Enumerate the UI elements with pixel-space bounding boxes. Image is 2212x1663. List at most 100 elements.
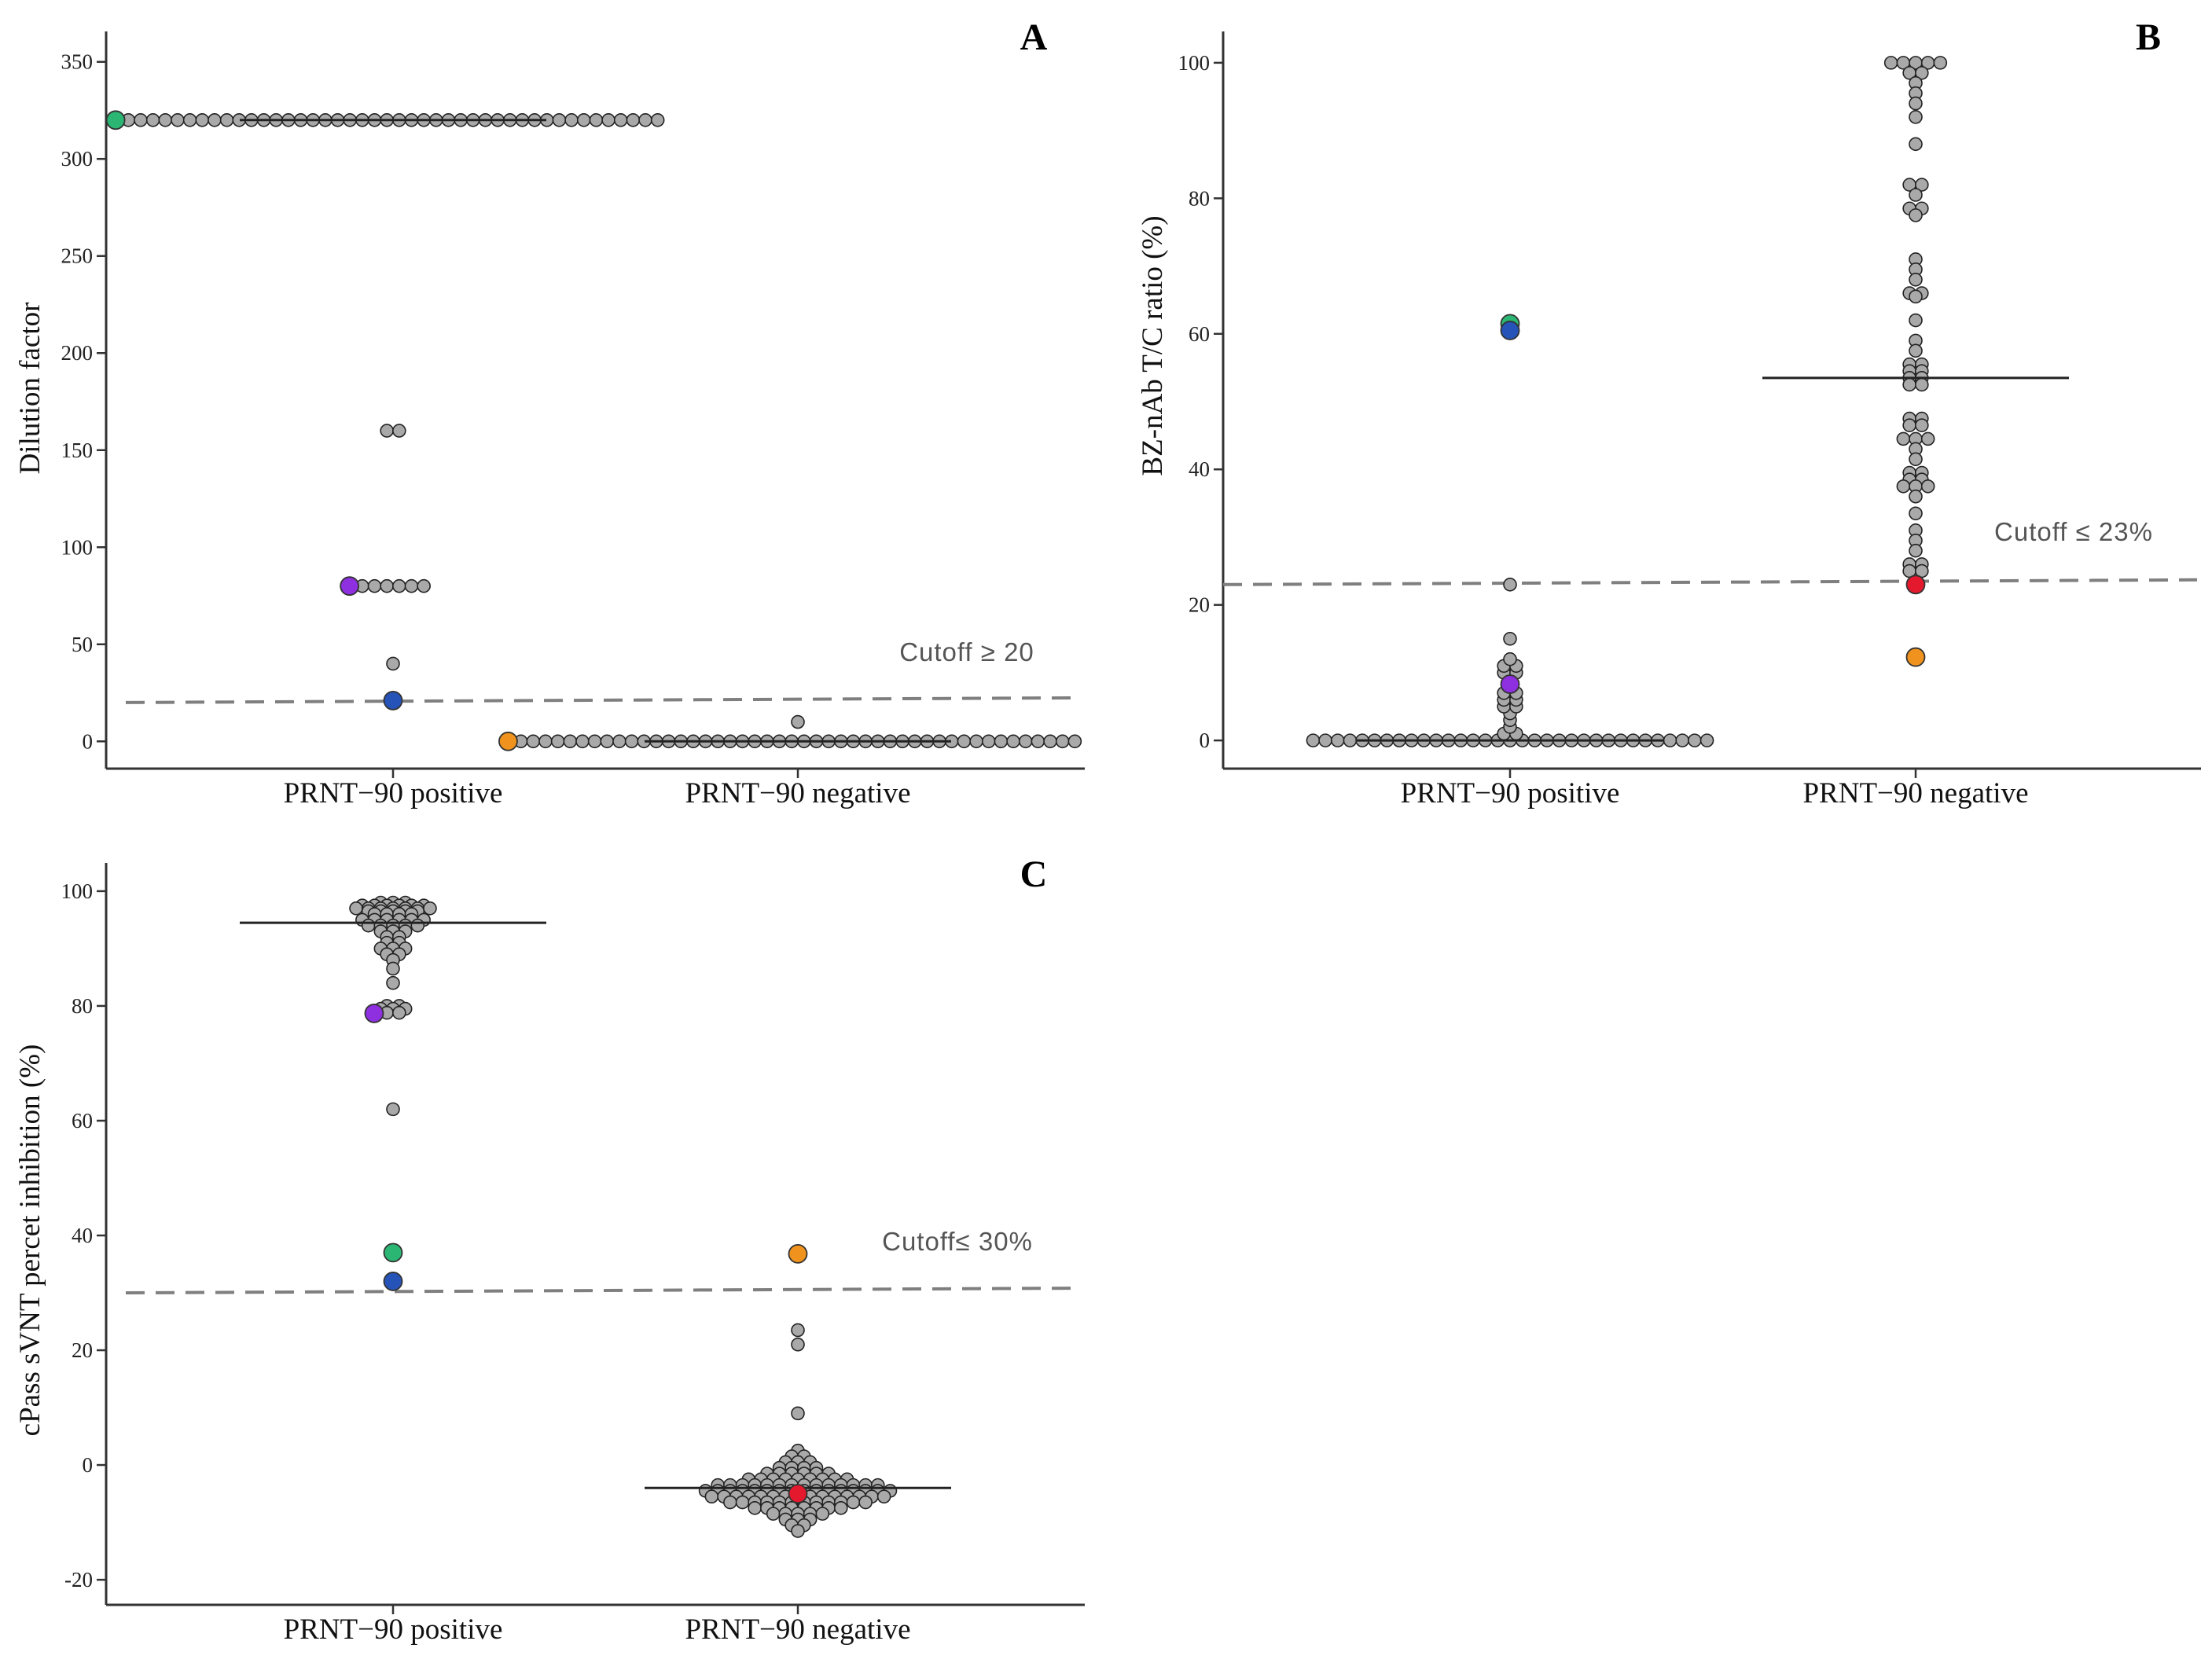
panel-b-point [1318,733,1332,747]
panel-c-point [791,1406,805,1421]
panel-a-point [563,734,578,749]
panel-a-point [552,113,567,127]
panel-c-point [386,961,400,976]
panel-b-point [1909,313,1923,328]
panel-a-point [791,714,805,729]
panel-a-point [1067,734,1082,749]
panel-c-point [748,1501,762,1515]
panel-c-y-tick-label: 0 [83,1453,94,1477]
panel-a-y-tick-label: 350 [61,50,94,74]
panel-c-point [386,1102,400,1117]
panel-b-point [1896,431,1911,446]
panel-b-point [1699,733,1714,747]
panel-b-point [1920,431,1935,446]
panel-b-highlight-point [1905,575,1926,595]
panel-a-point [1031,734,1045,749]
panel-a-point [587,734,602,749]
panel-a-point [219,113,234,127]
panel-a-y-tick-label: 300 [61,147,94,171]
panel-a-point [417,578,431,593]
panel-a: A Dilution factor PRNT−90 positive PRNT−… [14,17,1085,809]
panel-b-point [1675,733,1690,747]
panel-c-category-label-positive: PRNT−90 positive [284,1613,503,1646]
panel-a-highlight-point [340,576,360,597]
panel-c-point [766,1507,781,1521]
panel-c-point [423,901,437,916]
panel-b-point [1909,272,1923,287]
panel-a-point [171,113,185,127]
panel-c-point [392,1005,406,1020]
panel-a-point [182,113,197,127]
panel-b-point [1909,110,1923,124]
panel-b-point [1909,506,1923,521]
panel-a-y-tick-label: 100 [61,535,94,559]
panel-c-highlight-point [383,1243,403,1263]
panel-c-point [846,1495,861,1510]
panel-b-point [1915,178,1929,192]
panel-a-highlight-point [105,110,126,130]
panel-b-point [1503,631,1517,646]
panel-b-y-tick-label: 40 [1189,457,1210,481]
panel-a-category-label-positive: PRNT−90 positive [284,777,503,809]
panel-b-point [1330,733,1345,747]
panel-c-point [791,1337,805,1352]
panel-b-y-tick-label: 80 [1189,186,1210,210]
panel-a-point [367,578,382,593]
panel-a-point [1055,734,1070,749]
panel-b-point [1896,479,1911,494]
panel-a-y-tick-label: 200 [61,341,94,365]
panel-a-point [1018,734,1033,749]
panel-c-highlight-point [788,1484,808,1503]
panel-b-cutoff-label: Cutoff ≤ 23% [1994,517,2153,546]
panel-a-point [626,113,641,127]
panel-c-point [361,918,376,933]
panel-a-point [392,424,406,438]
panel-a-point [145,113,160,127]
panel-a-point [550,734,565,749]
panel-b-highlight-point [1500,321,1520,340]
panel-b-point [1915,377,1929,392]
panel-b-point [1902,418,1916,432]
panel-c-point [704,1489,719,1504]
panel-a-y-tick-label: 0 [83,729,94,753]
panel-b-point [1503,652,1517,666]
panel-b-y-axis-label: BZ-nAb T/C ratio (%) [1137,215,1169,475]
panel-c-highlight-point [383,1272,403,1291]
panel-c-y-tick-label: 40 [72,1224,93,1247]
panel-a-point [195,113,210,127]
panel-c-point [410,918,425,933]
panel-b-point [1343,733,1358,747]
panel-b-point [1909,137,1923,152]
panel-b-point [1920,479,1935,494]
panel-a-point [981,734,996,749]
panel-a-point [589,113,604,127]
panel-a-point [600,734,615,749]
panel-c-cutoff-line [125,1287,1082,1295]
panel-a-cutoff-label: Cutoff ≥ 20 [899,637,1034,666]
panel-a-point [526,734,541,749]
panel-b-point [1909,208,1923,222]
panel-b-point [1909,489,1923,504]
panel-b-y-tick-label: 20 [1189,593,1210,617]
panel-c-letter: C [1020,854,1048,895]
panel-b-point [1933,56,1948,70]
panel-a-highlight-point [498,731,518,751]
panel-c-point [791,1323,805,1338]
panel-c-point [723,1495,737,1510]
panel-a-point [538,734,553,749]
panel-a-point [612,734,626,749]
panel-a-y-tick-label: 150 [61,439,94,462]
panel-c-cutoff-label: Cutoff≤ 30% [882,1227,1033,1256]
panel-b-point [1902,377,1916,392]
panel-c-y-tick-label: -20 [64,1568,93,1591]
panel-a-point [575,734,590,749]
panel-b-point [1909,543,1923,558]
panel-c: C cPass sVNT percet inhibition (%) PRNT−… [14,854,1085,1646]
panel-a-point [392,578,406,593]
panel-a-point [957,734,972,749]
panel-a-highlight-point [383,691,403,710]
panel-a-point [386,656,400,671]
panel-a-point [564,113,579,127]
panel-a-point [380,578,394,593]
panel-b-highlight-point [1500,674,1520,694]
